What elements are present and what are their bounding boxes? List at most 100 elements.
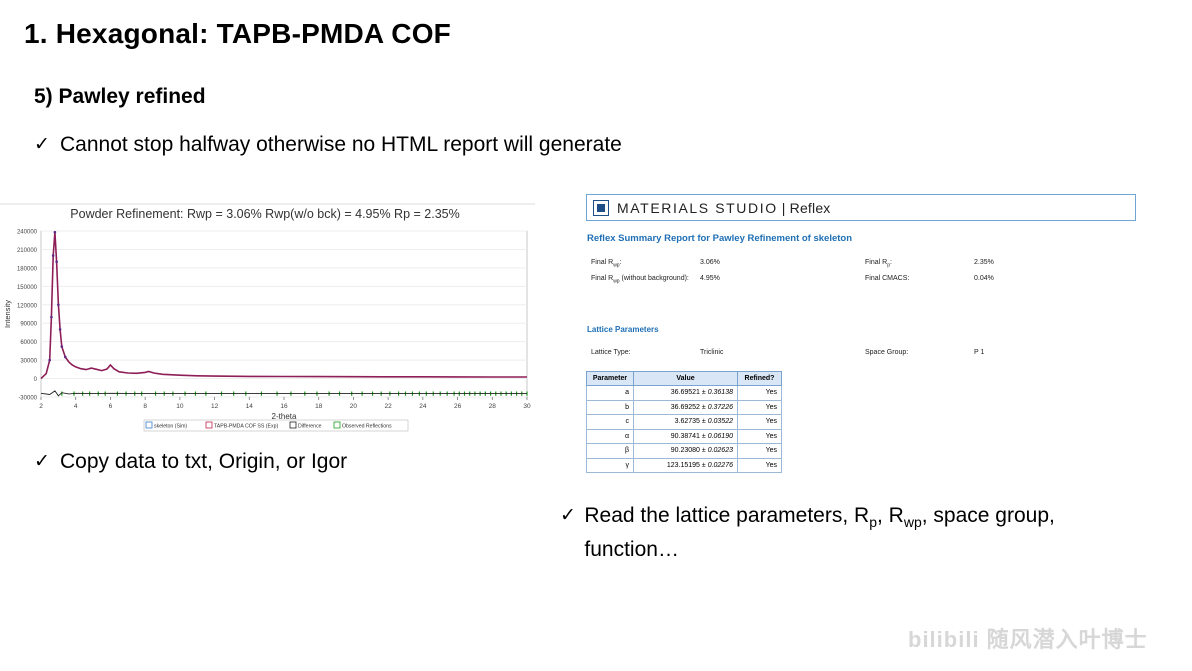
value-cell: 90.23080 ± 0.02623 <box>633 443 738 459</box>
y-tick-label: 150000 <box>17 285 38 291</box>
space-group-value: P 1 <box>974 349 985 356</box>
param-cell: b <box>586 399 634 415</box>
y-tick-label: 60000 <box>20 340 37 346</box>
bullet-text: Cannot stop halfway otherwise no HTML re… <box>60 133 622 156</box>
refined-cell: Yes <box>737 443 782 459</box>
x-tick-label: 20 <box>350 403 358 410</box>
materials-studio-logo-icon <box>593 199 609 216</box>
x-tick-label: 22 <box>385 403 393 410</box>
checkmark-icon: ✓ <box>34 134 50 155</box>
slide-title: 1. Hexagonal: TAPB-PMDA COF <box>24 18 451 49</box>
param-cell: c <box>586 414 634 430</box>
plot-area <box>40 230 528 398</box>
data-point <box>60 345 64 348</box>
final-cmacs-value: 0.04% <box>974 275 994 282</box>
refined-cell: Yes <box>737 457 782 473</box>
product-name: | Reflex <box>781 199 831 216</box>
final-cmacs-label: Final CMACS: <box>865 275 910 282</box>
checkmark-icon: ✓ <box>560 505 576 526</box>
value-cell: 36.69521 ± 0.36138 <box>633 385 738 401</box>
final-rwp-label: Final Rwp: <box>591 259 622 269</box>
y-tick-label: 120000 <box>17 303 38 309</box>
lattice-parameters-table: Parameter Value Refined? a 36.69521 ± 0.3… <box>586 371 782 473</box>
refined-cell: Yes <box>737 428 782 444</box>
report-heading: Reflex Summary Report for Pawley Refinem… <box>587 233 853 244</box>
refined-cell: Yes <box>737 414 782 430</box>
bullet-text: Copy data to txt, Origin, or Igor <box>60 450 348 473</box>
x-tick-label: 24 <box>419 403 427 410</box>
data-point <box>48 358 51 362</box>
legend-entry: Observed Reflections <box>342 424 392 430</box>
column-header: Parameter <box>586 371 634 386</box>
x-tick-label: 6 <box>109 403 113 410</box>
y-tick-label: 180000 <box>17 266 38 272</box>
refined-cell: Yes <box>737 385 782 401</box>
x-tick-label: 2 <box>39 403 43 410</box>
final-rp-label: Final Rp: <box>865 259 892 269</box>
column-header: Refined? <box>737 371 782 386</box>
x-tick-label: 26 <box>454 403 462 410</box>
value-cell: 36.69252 ± 0.37226 <box>633 399 738 415</box>
value-cell: 90.38741 ± 0.06190 <box>633 428 738 444</box>
x-tick-label: 28 <box>489 403 497 410</box>
chart-title: Powder Refinement: Rwp = 3.06% Rwp(w/o b… <box>70 207 459 221</box>
final-rwp-nb-value: 4.95% <box>700 275 720 282</box>
bullet-text: Read the lattice parameters, Rp, Rwp, sp… <box>584 504 1055 562</box>
x-tick-label: 10 <box>176 403 184 410</box>
legend-checkbox <box>205 421 213 429</box>
table-row: α 90.38741 ± 0.06190 Yes <box>586 428 782 444</box>
series-line-exp <box>40 232 527 380</box>
legend-entry: TAPB-PMDA COF SS (Exp) <box>214 424 278 430</box>
data-point <box>58 328 62 331</box>
final-rp-value: 2.35% <box>974 259 994 266</box>
x-tick-label: 4 <box>74 403 78 410</box>
final-rwp-value: 3.06% <box>700 259 720 266</box>
param-cell: a <box>586 385 634 401</box>
lattice-type-label: Lattice Type: <box>591 349 631 356</box>
legend-entry: Difference <box>298 424 322 430</box>
y-tick-label: -30000 <box>18 396 37 402</box>
value-cell: 123.15195 ± 0.02276 <box>633 457 738 473</box>
lattice-type-value: Triclinic <box>700 349 724 356</box>
x-tick-label: 30 <box>523 403 531 410</box>
data-point <box>50 315 53 319</box>
legend-entry: skeleton (Sim) <box>154 424 187 430</box>
x-tick-label: 14 <box>246 403 254 410</box>
table-row: β 90.23080 ± 0.02623 Yes <box>586 443 782 459</box>
x-axis-label: 2-theta <box>272 412 297 421</box>
x-tick-label: 12 <box>211 403 219 410</box>
y-tick-label: 90000 <box>20 322 37 328</box>
checkmark-icon: ✓ <box>34 451 50 472</box>
x-tick-label: 18 <box>315 403 323 410</box>
bullet-item: ✓ Read the lattice parameters, Rp, Rwp, … <box>560 502 1120 563</box>
param-cell: γ <box>586 457 634 473</box>
refined-cell: Yes <box>737 399 782 415</box>
final-rwp-nb-label: Final Rwp (without background): <box>591 275 689 285</box>
bullet-item: ✓ Copy data to txt, Origin, or Igor <box>34 450 347 474</box>
legend-checkbox <box>145 421 153 429</box>
table-row: c 3.62735 ± 0.03522 Yes <box>586 414 782 430</box>
series-line-difference <box>40 390 527 397</box>
bullet-item: ✓ Cannot stop halfway otherwise no HTML … <box>34 133 622 157</box>
y-tick-label: 240000 <box>17 230 38 236</box>
space-group-label: Space Group: <box>865 349 909 356</box>
y-tick-label: 0 <box>34 377 38 383</box>
legend-box <box>143 419 409 432</box>
lattice-parameters-heading: Lattice Parameters <box>587 325 659 334</box>
data-point <box>53 230 57 234</box>
x-tick-label: 8 <box>143 403 147 410</box>
watermark: bilibili 随风潜入叶博士 <box>908 627 1148 652</box>
section-subtitle: 5) Pawley refined <box>34 85 206 108</box>
param-cell: β <box>586 443 634 459</box>
y-axis-label: Intensity <box>3 300 12 328</box>
powder-refinement-chart: Powder Refinement: Rwp = 3.06% Rwp(w/o b… <box>0 203 535 432</box>
brand-name: MATERIALS STUDIO <box>617 199 778 216</box>
y-tick-label: 30000 <box>20 359 37 365</box>
data-point <box>64 355 67 359</box>
materials-studio-header: MATERIALS STUDIO | Reflex <box>586 194 1136 221</box>
data-point <box>55 260 58 264</box>
param-cell: α <box>586 428 634 444</box>
value-cell: 3.62735 ± 0.03522 <box>633 414 738 430</box>
table-row: γ 123.15195 ± 0.02276 Yes <box>586 457 782 473</box>
table-row: a 36.69521 ± 0.36138 Yes <box>586 385 782 401</box>
